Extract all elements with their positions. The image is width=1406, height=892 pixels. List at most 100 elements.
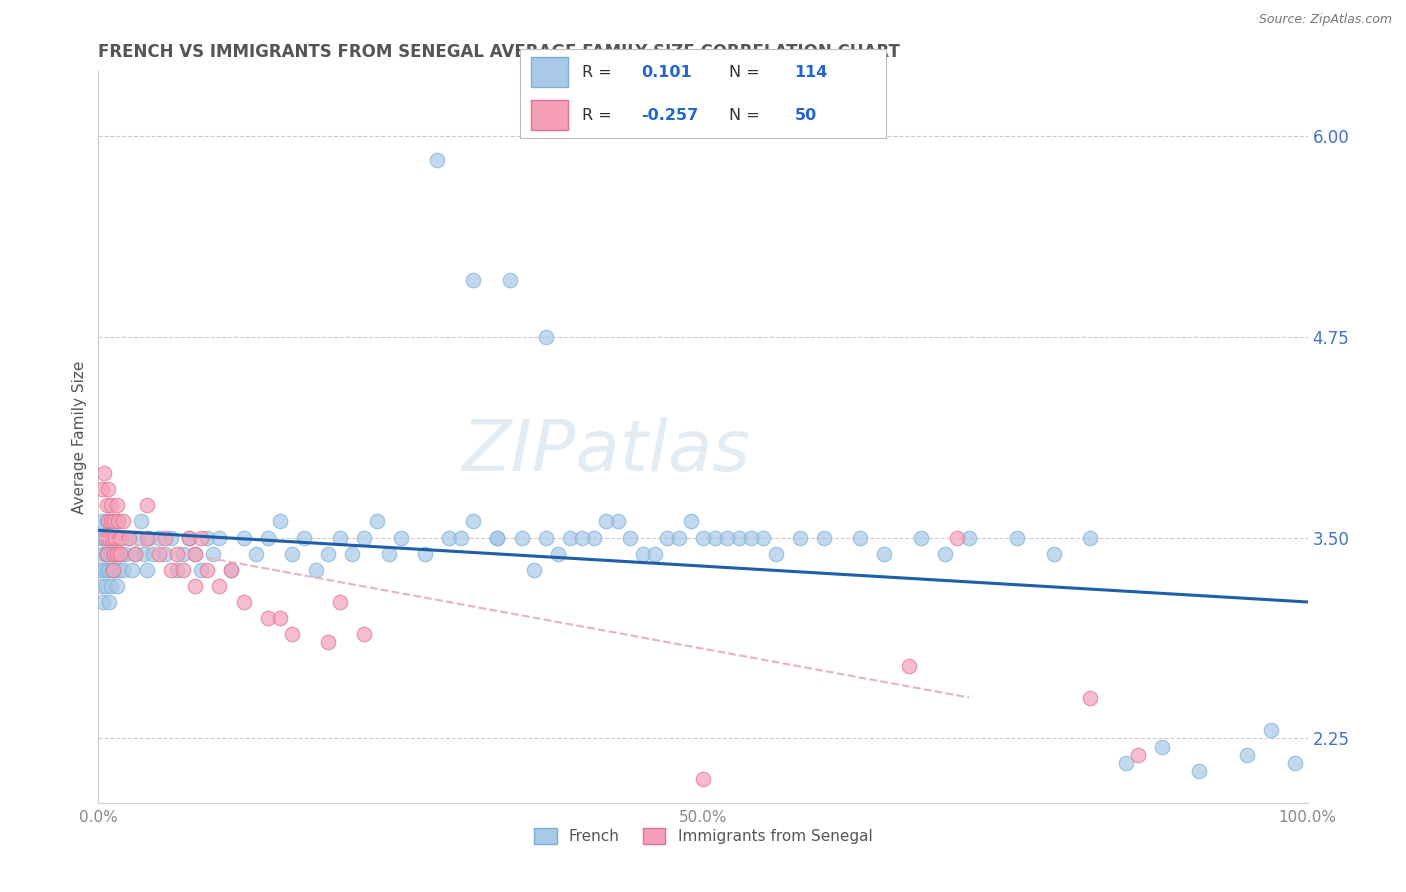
French [160, 531, 183, 545]
French [728, 531, 751, 545]
Immigrants from Senegal [195, 563, 218, 577]
Immigrants from Senegal [96, 499, 118, 513]
Immigrants from Senegal [184, 547, 207, 561]
FancyBboxPatch shape [531, 57, 568, 87]
French [103, 563, 125, 577]
French [105, 579, 128, 593]
French [534, 531, 557, 545]
French [873, 547, 896, 561]
French [104, 531, 127, 545]
French [534, 329, 557, 343]
French [463, 273, 485, 287]
French [111, 563, 134, 577]
French [619, 531, 641, 545]
French [1115, 756, 1137, 770]
Text: 50: 50 [794, 108, 817, 122]
Immigrants from Senegal [108, 547, 131, 561]
French [195, 531, 218, 545]
Immigrants from Senegal [135, 499, 157, 513]
Immigrants from Senegal [96, 547, 118, 561]
Immigrants from Senegal [190, 531, 212, 545]
French [450, 531, 472, 545]
French [179, 531, 201, 545]
French [366, 515, 388, 529]
French [849, 531, 872, 545]
French [135, 563, 157, 577]
French [232, 531, 254, 545]
French [1078, 531, 1101, 545]
Immigrants from Senegal [148, 547, 170, 561]
French [704, 531, 727, 545]
French [765, 547, 787, 561]
French [813, 531, 835, 545]
French [571, 531, 593, 545]
Immigrants from Senegal [179, 531, 201, 545]
French [114, 547, 136, 561]
Immigrants from Senegal [166, 547, 188, 561]
French [558, 531, 581, 545]
French [1260, 723, 1282, 738]
French [644, 547, 666, 561]
Immigrants from Senegal [281, 627, 304, 641]
Immigrants from Senegal [97, 515, 120, 529]
Immigrants from Senegal [184, 579, 207, 593]
French [413, 547, 436, 561]
French [101, 547, 124, 561]
Immigrants from Senegal [160, 563, 183, 577]
Immigrants from Senegal [105, 499, 128, 513]
French [292, 531, 315, 545]
Text: Source: ZipAtlas.com: Source: ZipAtlas.com [1258, 13, 1392, 27]
French [98, 595, 121, 609]
French [957, 531, 980, 545]
Immigrants from Senegal [103, 515, 125, 529]
Immigrants from Senegal [97, 483, 120, 497]
Y-axis label: Average Family Size: Average Family Size [72, 360, 87, 514]
Immigrants from Senegal [98, 531, 121, 545]
French [127, 531, 149, 545]
French [305, 563, 328, 577]
French [1007, 531, 1029, 545]
French [202, 547, 225, 561]
Legend: French, Immigrants from Senegal: French, Immigrants from Senegal [527, 822, 879, 850]
Text: 114: 114 [794, 65, 828, 79]
French [910, 531, 932, 545]
French [100, 579, 122, 593]
Immigrants from Senegal [105, 547, 128, 561]
French [93, 531, 115, 545]
French [94, 547, 117, 561]
Immigrants from Senegal [100, 499, 122, 513]
French [172, 547, 194, 561]
French [121, 563, 143, 577]
French [107, 515, 129, 529]
Immigrants from Senegal [101, 563, 124, 577]
French [97, 547, 120, 561]
French [184, 547, 207, 561]
French [245, 547, 267, 561]
French [153, 547, 176, 561]
French [437, 531, 460, 545]
French [547, 547, 569, 561]
French [281, 547, 304, 561]
French [595, 515, 617, 529]
French [353, 531, 375, 545]
Text: N =: N = [728, 65, 765, 79]
Text: N =: N = [728, 108, 765, 122]
French [1042, 547, 1064, 561]
French [789, 531, 811, 545]
Text: ZIPatlas: ZIPatlas [461, 417, 751, 486]
Immigrants from Senegal [111, 515, 134, 529]
Immigrants from Senegal [208, 579, 231, 593]
French [498, 273, 520, 287]
Immigrants from Senegal [1078, 691, 1101, 706]
French [96, 563, 118, 577]
Immigrants from Senegal [100, 515, 122, 529]
Immigrants from Senegal [118, 531, 141, 545]
Immigrants from Senegal [329, 595, 352, 609]
French [389, 531, 412, 545]
French [692, 531, 714, 545]
French [124, 547, 146, 561]
Immigrants from Senegal [153, 531, 176, 545]
Text: FRENCH VS IMMIGRANTS FROM SENEGAL AVERAGE FAMILY SIZE CORRELATION CHART: FRENCH VS IMMIGRANTS FROM SENEGAL AVERAG… [98, 44, 900, 62]
Immigrants from Senegal [221, 563, 243, 577]
Text: 0.101: 0.101 [641, 65, 692, 79]
